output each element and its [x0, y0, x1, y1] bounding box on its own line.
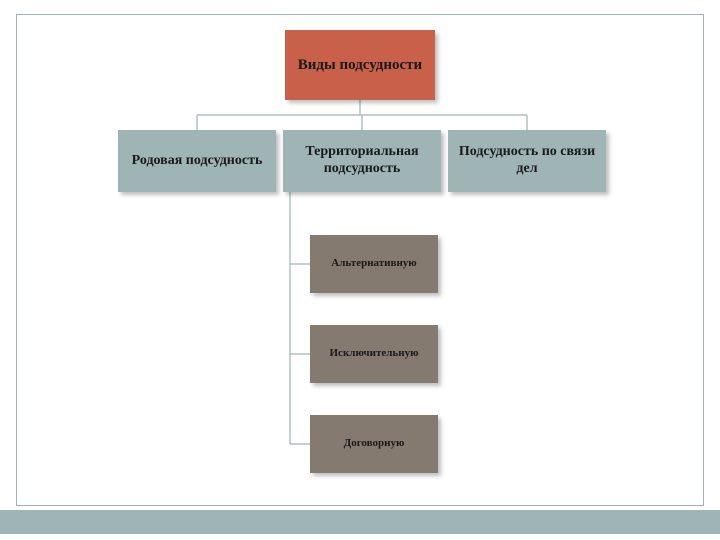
node-rodovaya-label: Родовая подсудность	[132, 153, 263, 170]
diagram-canvas: Виды подсудности Родовая подсудность Тер…	[0, 0, 720, 540]
node-iskl-label: Исключительную	[330, 347, 419, 360]
node-dog-label: Договорную	[344, 437, 405, 450]
node-svyazi-label: Подсудность по связи дел	[454, 144, 600, 178]
node-territorial: Территориальная подсудность	[283, 130, 441, 192]
root-node: Виды подсудности	[285, 30, 435, 100]
node-iskl: Исключительную	[310, 325, 438, 383]
node-alt-label: Альтернативную	[331, 257, 416, 270]
root-node-label: Виды подсудности	[298, 56, 422, 74]
node-rodovaya: Родовая подсудность	[118, 130, 276, 192]
node-svyazi: Подсудность по связи дел	[448, 130, 606, 192]
node-alt: Альтернативную	[310, 235, 438, 293]
node-dog: Договорную	[310, 415, 438, 473]
node-territorial-label: Территориальная подсудность	[289, 144, 435, 178]
footer-bar	[0, 510, 720, 534]
